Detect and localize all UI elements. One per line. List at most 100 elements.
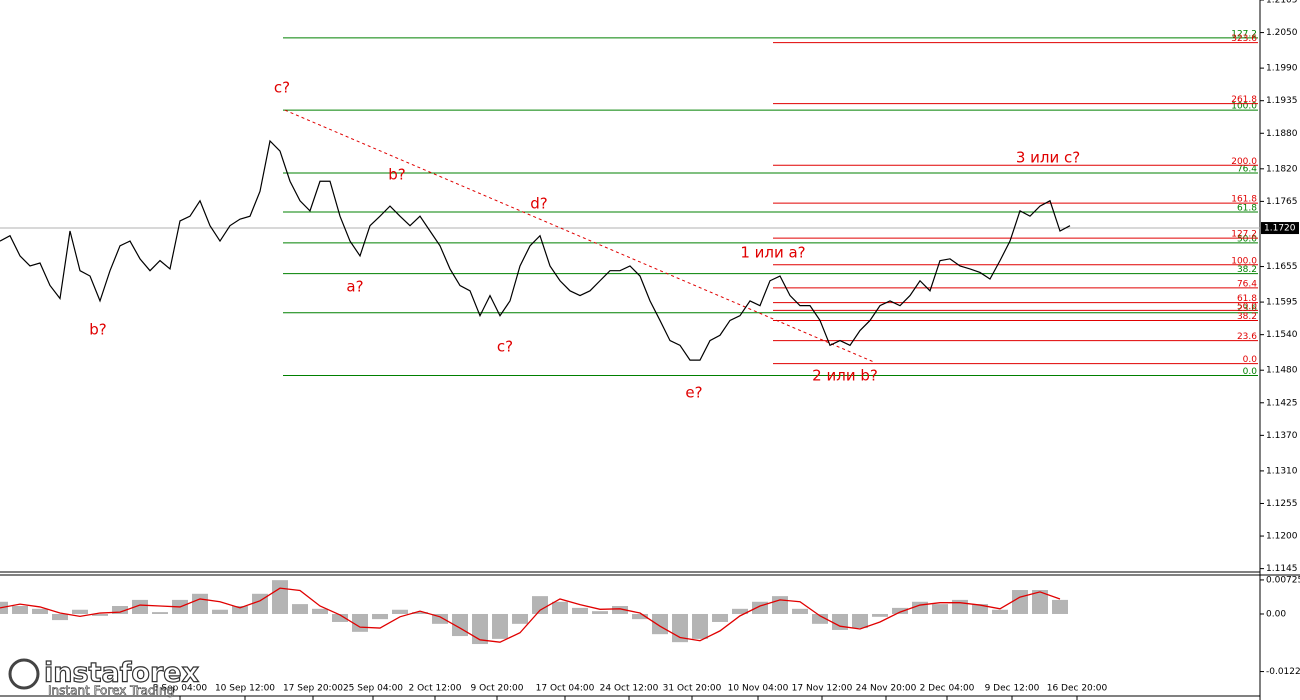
fib-level-label: 23.6 xyxy=(1237,332,1257,342)
y-tick-label: 1.1935 xyxy=(1266,96,1298,106)
macd-bar xyxy=(1032,590,1048,614)
x-tick-label: 10 Nov 04:00 xyxy=(728,684,789,694)
y-tick-label: 1.1765 xyxy=(1266,197,1298,207)
macd-signal xyxy=(0,587,1061,643)
macd-bar xyxy=(272,580,288,614)
macd-bar xyxy=(612,605,628,614)
macd-bar xyxy=(32,608,48,614)
macd-bar xyxy=(212,609,228,614)
macd-bar xyxy=(1012,590,1028,614)
fib-level-label: 261.8 xyxy=(1231,95,1257,105)
logo-icon xyxy=(8,658,40,690)
macd-bar xyxy=(12,605,28,614)
fib-level-label: 76.4 xyxy=(1237,164,1257,174)
y-tick-label: 1.1595 xyxy=(1266,298,1298,308)
wave-label: c? xyxy=(274,79,290,97)
macd-bar xyxy=(412,612,428,614)
x-tick-label: 2 Oct 12:00 xyxy=(409,684,462,694)
macd-bar xyxy=(792,608,808,614)
macd-bar xyxy=(0,601,8,614)
fib-level-label: 61.8 xyxy=(1237,204,1257,214)
fib-level-label: 127.2 xyxy=(1231,29,1257,39)
macd-bar xyxy=(732,608,748,614)
fib-level-label: 161.8 xyxy=(1231,195,1257,205)
x-tick-label: 2 Dec 04:00 xyxy=(920,684,975,694)
macd-bar xyxy=(392,609,408,614)
y-tick-label: 1.1425 xyxy=(1266,398,1298,408)
macd-bar xyxy=(352,613,368,632)
logo: instaforex Instant Forex Trading xyxy=(8,657,200,698)
wave-label: c? xyxy=(497,338,513,356)
y-tick-label: 1.1820 xyxy=(1266,164,1298,174)
macd-bar xyxy=(372,613,388,620)
current-price-label: 1.1720 xyxy=(1264,224,1296,234)
macd-bar xyxy=(772,596,788,614)
logo-tagline: Instant Forex Trading xyxy=(48,684,174,698)
wave-label: 2 или b? xyxy=(812,367,878,385)
macd-bar xyxy=(432,613,448,624)
y-tick-label: 1.2105 xyxy=(1266,0,1298,6)
y-tick-label: 1.1145 xyxy=(1266,564,1298,574)
x-tick-label: 9 Oct 20:00 xyxy=(471,684,524,694)
fib-level-label: 127.2 xyxy=(1231,230,1257,240)
macd-bar xyxy=(292,604,308,614)
macd-bar xyxy=(812,613,828,624)
wave-label: a? xyxy=(346,278,363,296)
fib-level-label: 50.0 xyxy=(1237,302,1257,312)
macd-bar xyxy=(72,609,88,614)
fib-level-label: 100.0 xyxy=(1231,256,1257,266)
fib-level-label: 76.4 xyxy=(1237,279,1257,289)
fib-level-label: 61.8 xyxy=(1237,294,1257,304)
macd-bar xyxy=(932,604,948,614)
macd-bar xyxy=(332,613,348,622)
macd-bar xyxy=(92,613,108,616)
macd-bar xyxy=(992,609,1008,614)
macd-bar xyxy=(132,599,148,614)
x-tick-label: 17 Sep 20:00 xyxy=(283,684,343,694)
x-tick-label: 17 Nov 12:00 xyxy=(792,684,853,694)
macd-bar xyxy=(692,613,708,639)
macd-bar xyxy=(972,604,988,614)
macd-bar xyxy=(632,613,648,620)
x-tick-label: 25 Sep 04:00 xyxy=(343,684,403,694)
fib-level-label: 200.0 xyxy=(1231,157,1257,167)
wave-label: b? xyxy=(89,321,106,339)
macd-bar xyxy=(152,612,168,614)
x-tick-label: 24 Oct 12:00 xyxy=(600,684,659,694)
macd-bar xyxy=(712,613,728,622)
y-tick-label: 0.00 xyxy=(1266,609,1286,619)
y-tick-label: 1.1200 xyxy=(1266,532,1298,542)
macd-bar xyxy=(532,596,548,614)
fib-level-label: 38.2 xyxy=(1237,265,1257,275)
macd-bar xyxy=(952,599,968,614)
y-tick-label: 1.1370 xyxy=(1266,431,1298,441)
x-tick-label: 24 Nov 20:00 xyxy=(856,684,917,694)
fib-level-label: 323.6 xyxy=(1231,34,1257,44)
macd-bar xyxy=(192,593,208,614)
y-tick-label: 1.2050 xyxy=(1266,28,1298,38)
macd-bar xyxy=(652,613,668,635)
fib-level-label: 38.2 xyxy=(1237,312,1257,322)
macd-bar xyxy=(232,605,248,614)
macd-bar xyxy=(112,605,128,614)
wave-label: 3 или c? xyxy=(1016,149,1080,167)
macd-bar xyxy=(852,613,868,629)
price-line xyxy=(0,139,1071,361)
wave-label: 1 или a? xyxy=(740,244,805,262)
macd-bar xyxy=(872,613,888,617)
y-tick-label: 1.1310 xyxy=(1266,466,1298,476)
macd-bar xyxy=(912,601,928,614)
y-tick-label: 1.1540 xyxy=(1266,330,1298,340)
macd-bar xyxy=(472,613,488,645)
fib-level-label: 0.0 xyxy=(1243,355,1258,365)
macd-bar xyxy=(832,613,848,630)
y-tick-label: 1.1655 xyxy=(1266,262,1298,272)
fib-level-label: 100.0 xyxy=(1231,102,1257,112)
macd-bar xyxy=(592,611,608,614)
x-tick-label: 9 Dec 12:00 xyxy=(985,684,1040,694)
macd-bar xyxy=(512,613,528,624)
logo-text: instaforex xyxy=(44,658,199,689)
macd-bar xyxy=(552,601,568,614)
